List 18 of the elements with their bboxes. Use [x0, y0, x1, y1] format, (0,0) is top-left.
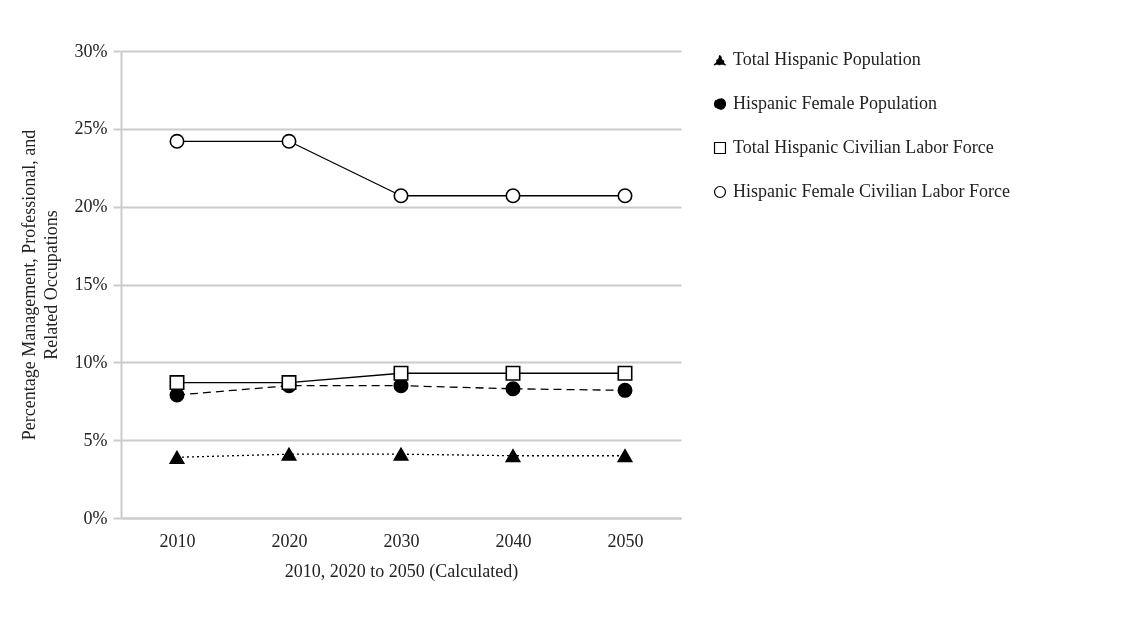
- x-tick-label: 2050: [607, 530, 644, 551]
- legend-label: Hispanic Female Civilian Labor Force: [733, 181, 1010, 201]
- y-tick-label: 25%: [74, 118, 108, 139]
- x-tick-label: 2010: [159, 530, 196, 551]
- y-tick-label: 10%: [74, 351, 108, 372]
- legend-label: Total Hispanic Civilian Labor Force: [733, 137, 994, 157]
- y-tick-label: 0%: [83, 507, 108, 528]
- x-tick-label: 2030: [383, 530, 420, 551]
- x-axis-title: 2010, 2020 to 2050 (Calculated): [284, 560, 519, 582]
- y-tick-label: 15%: [74, 274, 108, 294]
- y-axis-title: Percentage Management, Professional, and Related Occupations: [18, 129, 61, 441]
- x-tick-label: 2040: [495, 530, 532, 551]
- x-tick-label: 2020: [271, 530, 308, 551]
- y-tick-label: 5%: [83, 429, 108, 450]
- y-tick-label: 20%: [74, 196, 108, 217]
- legend-label: Total Hispanic Population: [733, 49, 921, 69]
- y-tick-label: 30%: [74, 40, 108, 61]
- legend-label: Hispanic Female Population: [733, 93, 937, 113]
